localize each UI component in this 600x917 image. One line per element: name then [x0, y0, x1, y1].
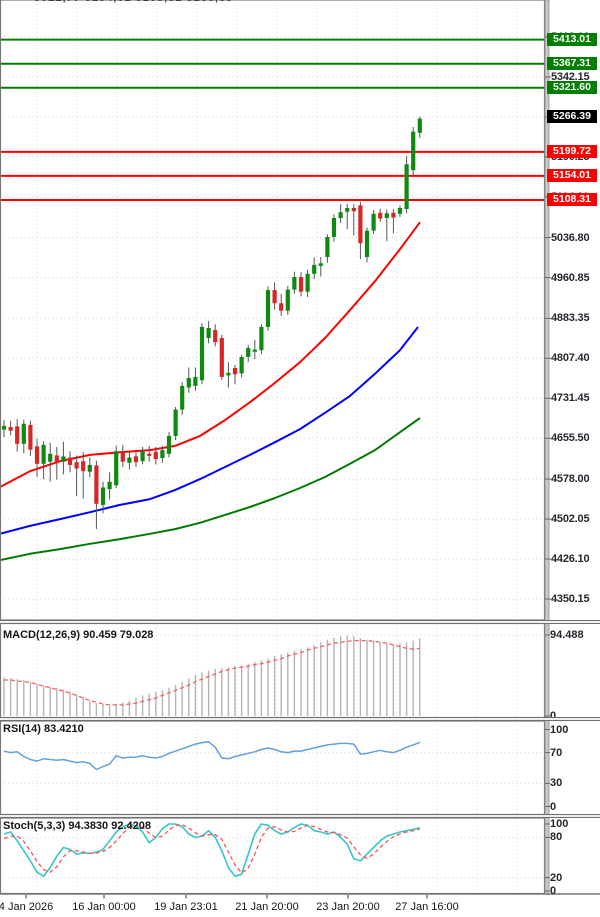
stoch-d-line	[3, 824, 420, 874]
macd-signal-line	[4, 639, 420, 706]
ma-fast-red	[0, 221, 421, 488]
stoch-k-line	[3, 823, 420, 878]
rsi-line	[3, 741, 421, 771]
price-scale[interactable]	[545, 0, 600, 894]
rsi-indicator-label: RSI(14) 83.4210	[3, 722, 84, 735]
pane-border	[0, 720, 546, 816]
pane-border	[0, 0, 546, 621]
pane-resize-handle[interactable]	[0, 814, 600, 818]
macd-histogram	[3, 635, 421, 716]
candles-series	[1, 116, 422, 530]
ma-slow-green	[0, 417, 421, 562]
pane-resize-handle[interactable]	[0, 717, 600, 721]
ma-mid-blue	[0, 326, 419, 535]
stoch-indicator-label: Stoch(5,3,3) 94.3830 92.4208	[3, 819, 151, 832]
ohlc-header-clipped: 5022,77 5154,01 5108,31 5266,39	[34, 0, 233, 4]
gridlines	[0, 0, 545, 894]
time-scale[interactable]	[0, 895, 600, 917]
pane-resize-handle[interactable]	[0, 619, 600, 624]
macd-indicator-label: MACD(12,26,9) 90.459 79.028	[3, 629, 154, 641]
